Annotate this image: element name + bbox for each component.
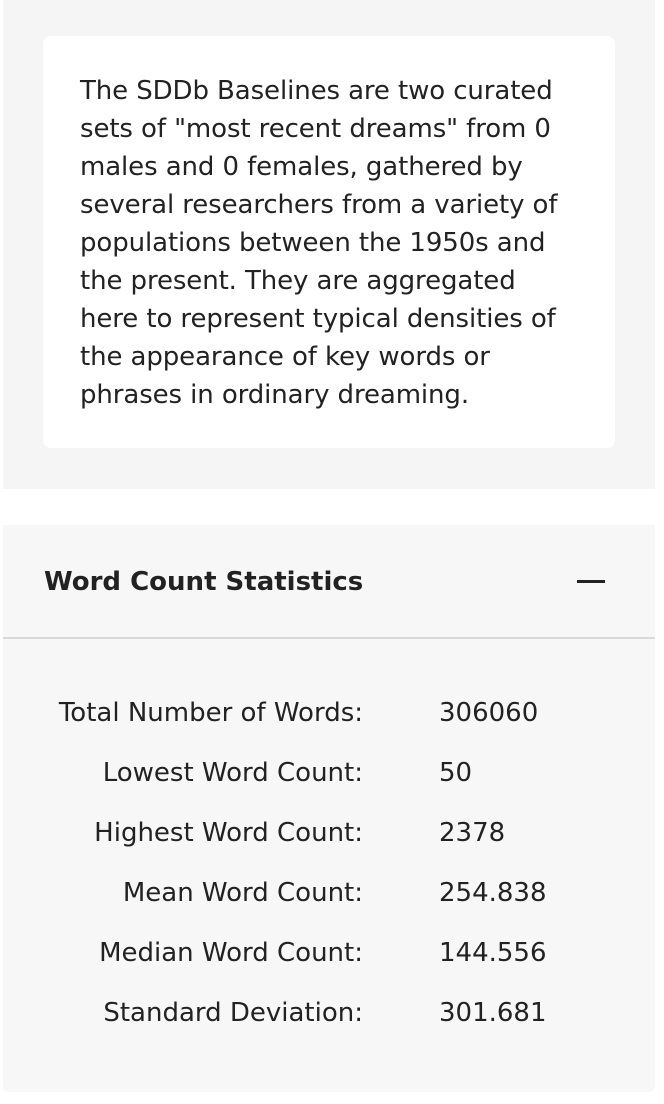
description-card: The SDDb Baselines are two curated sets … [43,36,615,448]
word-count-statistics-header[interactable]: Word Count Statistics [3,525,655,639]
word-count-statistics-title: Word Count Statistics [44,567,364,597]
stat-label: Mean Word Count: [122,878,363,908]
stat-label: Median Word Count: [99,938,363,968]
minus-icon [577,580,605,583]
stat-label: Lowest Word Count: [102,758,363,788]
stat-value: 306060 [439,698,539,728]
stat-row-mean-word-count: Mean Word Count: 254.838 [3,873,655,933]
stat-row-median-word-count: Median Word Count: 144.556 [3,933,655,993]
stat-value: 144.556 [439,938,547,968]
word-count-statistics-panel: Word Count Statistics Total Number of Wo… [3,525,655,1092]
stat-label: Total Number of Words: [58,698,363,728]
description-text: The SDDb Baselines are two curated sets … [80,76,558,410]
stat-row-standard-deviation: Standard Deviation: 301.681 [3,993,655,1053]
stat-value: 2378 [439,818,506,848]
stat-value: 50 [439,758,473,788]
word-count-statistics-table: Total Number of Words: 306060 Lowest Wor… [3,693,655,1053]
stat-row-highest-word-count: Highest Word Count: 2378 [3,813,655,873]
stat-label: Standard Deviation: [103,998,363,1028]
stat-row-total-words: Total Number of Words: 306060 [3,693,655,753]
stat-label: Highest Word Count: [94,818,363,848]
stat-value: 301.681 [439,998,547,1028]
baselines-description-panel: The SDDb Baselines are two curated sets … [3,0,655,489]
stat-row-lowest-word-count: Lowest Word Count: 50 [3,753,655,813]
collapse-button[interactable] [569,565,613,599]
stat-value: 254.838 [439,878,547,908]
